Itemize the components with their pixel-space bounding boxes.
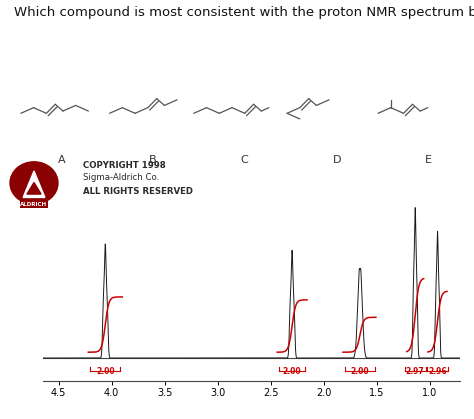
Text: 2.97: 2.97 bbox=[406, 367, 425, 376]
Text: ALDRICH: ALDRICH bbox=[20, 202, 47, 207]
Text: A: A bbox=[58, 155, 65, 165]
Text: E: E bbox=[425, 155, 432, 165]
Text: COPYRIGHT 1998: COPYRIGHT 1998 bbox=[83, 161, 166, 170]
Text: C: C bbox=[240, 155, 248, 165]
Text: 2.00: 2.00 bbox=[96, 367, 115, 376]
Text: 2.00: 2.00 bbox=[283, 367, 301, 376]
Polygon shape bbox=[23, 171, 45, 197]
Polygon shape bbox=[27, 183, 41, 194]
Text: B: B bbox=[149, 155, 156, 165]
Text: 2.96: 2.96 bbox=[428, 367, 447, 376]
Text: Which compound is most consistent with the proton NMR spectrum below?: Which compound is most consistent with t… bbox=[14, 6, 474, 19]
Text: Sigma-Aldrich Co.: Sigma-Aldrich Co. bbox=[83, 173, 159, 182]
Circle shape bbox=[10, 162, 58, 204]
Text: ALL RIGHTS RESERVED: ALL RIGHTS RESERVED bbox=[83, 187, 193, 196]
Text: D: D bbox=[333, 155, 341, 165]
Text: 2.00: 2.00 bbox=[351, 367, 369, 376]
